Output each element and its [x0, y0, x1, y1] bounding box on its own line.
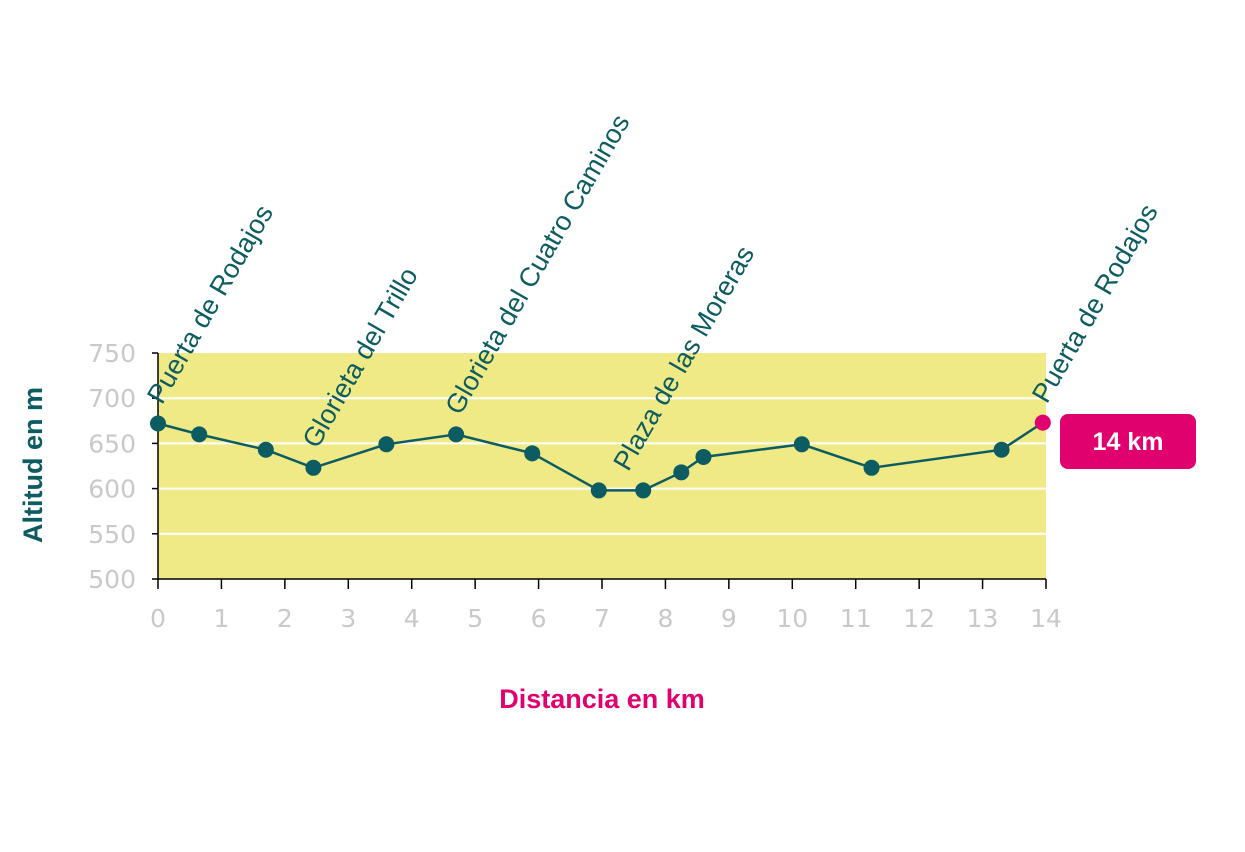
elevation-point: [695, 448, 712, 465]
y-tick-label: 550: [88, 520, 136, 549]
x-tick-labels: 0 1 2 3 4 5 6 7 8 9 10 11 12 13 14: [150, 604, 1062, 633]
x-axis-label: Distancia en km: [499, 684, 705, 714]
y-tick-labels: 500 550 600 650 700 750: [88, 339, 136, 594]
elevation-point: [793, 436, 810, 453]
x-tick-label: 11: [840, 604, 872, 633]
elevation-point: [257, 441, 274, 458]
y-axis-label: Altitud en m: [18, 387, 48, 543]
distance-badge-label: 14 km: [1093, 428, 1164, 456]
elevation-point: [993, 441, 1010, 458]
elevation-point: [305, 459, 322, 476]
x-tick-label: 2: [277, 604, 293, 633]
y-tick-label: 650: [88, 429, 136, 458]
elevation-point: [191, 426, 208, 443]
y-tick-label: 700: [88, 384, 136, 413]
plot-background: [158, 353, 1046, 579]
x-tick-label: 10: [776, 604, 808, 633]
x-tick-label: 0: [150, 604, 166, 633]
x-tick-label: 4: [404, 604, 420, 633]
y-tick-label: 500: [88, 565, 136, 594]
x-tick-label: 12: [903, 604, 935, 633]
elevation-point: [673, 464, 690, 481]
grid-lines: [158, 397, 1046, 535]
y-tick-label: 750: [88, 339, 136, 368]
x-tick-label: 14: [1030, 604, 1062, 633]
x-tick-label: 8: [657, 604, 673, 633]
end-point-marker: [1034, 414, 1051, 431]
x-tick-label: 6: [531, 604, 547, 633]
x-tick-label: 13: [967, 604, 999, 633]
elevation-points: [150, 414, 1051, 499]
elevation-point: [448, 426, 465, 443]
distance-badge: 14 km: [1060, 414, 1196, 469]
elevation-point: [378, 436, 395, 453]
elevation-point: [524, 445, 541, 462]
stop-label: Puerta de Rodajos: [1026, 199, 1164, 408]
x-tick-label: 1: [213, 604, 229, 633]
y-tick-label: 600: [88, 475, 136, 504]
elevation-point: [150, 415, 166, 432]
elevation-point: [863, 459, 880, 476]
x-tick-label: 9: [721, 604, 737, 633]
x-tick-label: 5: [467, 604, 483, 633]
x-tick-label: 3: [340, 604, 356, 633]
x-tick-label: 7: [594, 604, 610, 633]
elevation-point: [590, 482, 607, 499]
axes: [152, 352, 1047, 589]
elevation-point: [635, 482, 652, 499]
